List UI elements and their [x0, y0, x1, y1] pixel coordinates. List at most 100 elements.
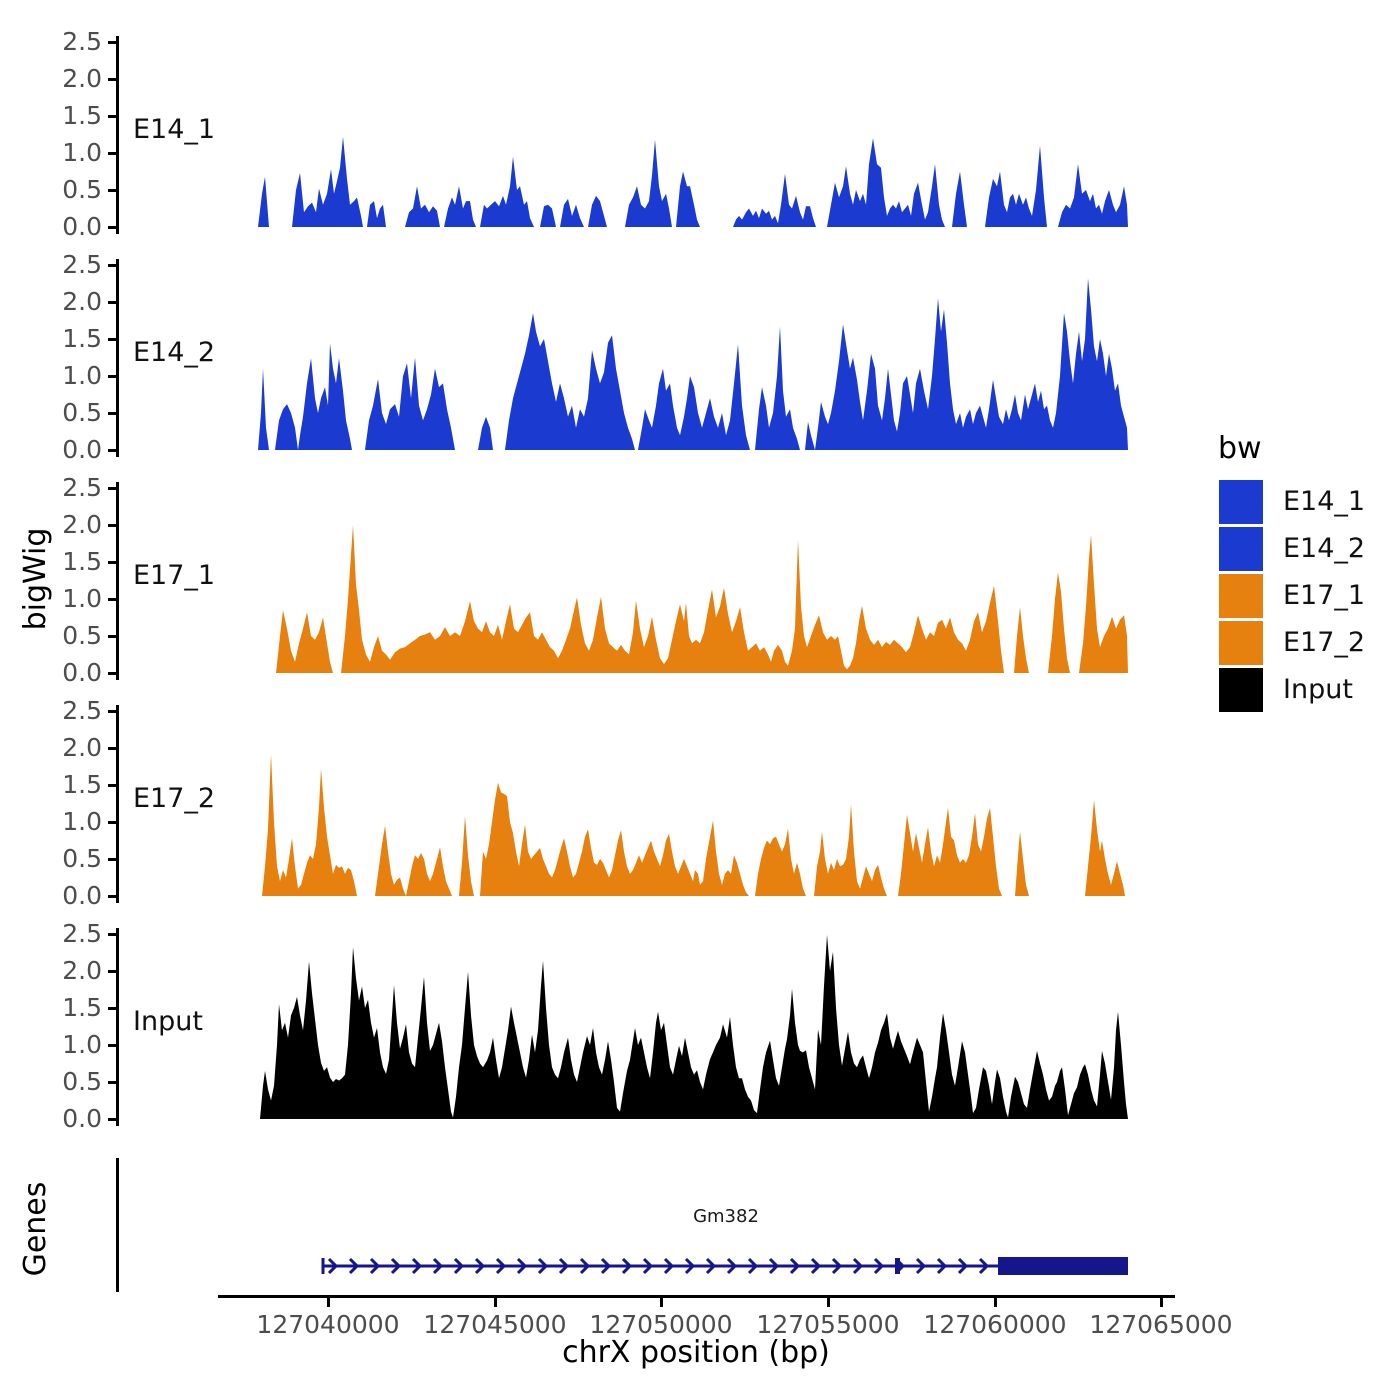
genes-axis-title: Genes	[18, 1181, 53, 1277]
gene-strand-arrow	[663, 1257, 675, 1275]
y-tick-label: 1.0	[62, 584, 102, 613]
coverage-svg-E14_2	[258, 278, 1128, 450]
gene-strand-arrow	[873, 1257, 885, 1275]
gene-strand-arrow	[936, 1257, 948, 1275]
gene-strand-arrow	[852, 1257, 864, 1275]
legend-swatch-E17_1	[1219, 574, 1263, 618]
y-tick-mark	[108, 672, 117, 675]
y-tick-label: 2.0	[62, 956, 102, 985]
gene-name-label: Gm382	[693, 1206, 759, 1227]
gene-strand-arrow	[810, 1257, 822, 1275]
y-tick-label: 1.5	[62, 324, 102, 353]
y-tick-mark	[108, 821, 117, 824]
track-label-E14_1: E14_1	[133, 114, 216, 145]
legend-label-Input: Input	[1283, 674, 1353, 705]
y-tick-mark	[108, 1081, 117, 1084]
gene-thick-exon	[998, 1257, 1128, 1275]
y-tick-label: 2.0	[62, 510, 102, 539]
y-tick-mark	[108, 264, 117, 267]
x-tick-label: 127065000	[1089, 1310, 1233, 1339]
gene-strand-arrow	[642, 1257, 654, 1275]
gene-strand-arrow	[369, 1257, 381, 1275]
y-tick-mark	[108, 301, 117, 304]
legend-swatch-E14_1	[1219, 480, 1263, 524]
y-tick-label: 2.0	[62, 64, 102, 93]
y-tick-mark	[108, 1044, 117, 1047]
track-label-E17_2: E17_2	[133, 783, 216, 814]
legend-label-E14_2: E14_2	[1283, 533, 1366, 564]
y-tick-label: 2.5	[62, 696, 102, 725]
y-tick-label: 0.5	[62, 175, 102, 204]
y-tick-mark	[108, 598, 117, 601]
gene-strand-arrow	[978, 1257, 990, 1275]
x-tick-label: 127055000	[756, 1310, 900, 1339]
y-tick-mark	[108, 375, 117, 378]
y-tick-label: 0.0	[62, 435, 102, 464]
y-tick-mark	[108, 933, 117, 936]
coverage-svg-Input	[260, 934, 1128, 1119]
y-tick-label: 1.0	[62, 1030, 102, 1059]
coverage-area-E17_1	[276, 525, 1128, 673]
y-axis-line-E14_1	[116, 36, 119, 234]
x-tick-label: 127045000	[423, 1310, 567, 1339]
gene-strand-arrow	[747, 1257, 759, 1275]
gene-strand-arrow	[789, 1257, 801, 1275]
x-tick-mark	[1160, 1298, 1163, 1307]
y-tick-label: 1.0	[62, 138, 102, 167]
y-tick-mark	[108, 784, 117, 787]
y-tick-label: 2.5	[62, 473, 102, 502]
legend-swatch-E14_2	[1219, 527, 1263, 571]
y-tick-label: 2.5	[62, 919, 102, 948]
gene-strand-arrow	[579, 1257, 591, 1275]
y-tick-mark	[108, 189, 117, 192]
y-tick-label: 1.5	[62, 101, 102, 130]
gene-strand-arrow	[726, 1257, 738, 1275]
y-axis-line-Input	[116, 928, 119, 1126]
legend-label-E14_1: E14_1	[1283, 486, 1366, 517]
gene-strand-arrow	[516, 1257, 528, 1275]
x-tick-mark	[327, 1298, 330, 1307]
gene-strand-arrow	[831, 1257, 843, 1275]
legend-label-E17_1: E17_1	[1283, 580, 1366, 611]
gene-strand-arrow	[621, 1257, 633, 1275]
legend-label-E17_2: E17_2	[1283, 627, 1366, 658]
gene-strand-arrow	[453, 1257, 465, 1275]
x-tick-label: 127040000	[256, 1310, 400, 1339]
gene-exon-tick	[895, 1258, 900, 1274]
y-tick-mark	[108, 747, 117, 750]
y-tick-mark	[108, 635, 117, 638]
gene-strand-arrow	[600, 1257, 612, 1275]
y-tick-mark	[108, 152, 117, 155]
y-axis-line-E14_2	[116, 259, 119, 457]
y-tick-label: 0.5	[62, 621, 102, 650]
coverage-svg-E14_1	[258, 136, 1128, 227]
x-tick-label: 127050000	[589, 1310, 733, 1339]
y-tick-mark	[108, 412, 117, 415]
y-tick-mark	[108, 561, 117, 564]
gene-strand-arrow	[537, 1257, 549, 1275]
y-tick-mark	[108, 524, 117, 527]
y-tick-mark	[108, 78, 117, 81]
y-tick-mark	[108, 487, 117, 490]
y-axis-line-E17_1	[116, 482, 119, 680]
y-tick-label: 0.0	[62, 658, 102, 687]
y-tick-label: 0.0	[62, 212, 102, 241]
y-tick-mark	[108, 338, 117, 341]
gene-strand-arrow	[495, 1257, 507, 1275]
gene-strand-arrow	[957, 1257, 969, 1275]
x-tick-mark	[660, 1298, 663, 1307]
gene-strand-arrow	[474, 1257, 486, 1275]
x-tick-mark	[494, 1298, 497, 1307]
y-tick-mark	[108, 895, 117, 898]
y-tick-mark	[108, 449, 117, 452]
legend-title: bw	[1218, 431, 1262, 466]
track-label-E14_2: E14_2	[133, 337, 216, 368]
x-tick-mark	[827, 1298, 830, 1307]
y-tick-label: 0.0	[62, 1104, 102, 1133]
y-tick-mark	[108, 226, 117, 229]
legend-swatch-E17_2	[1219, 621, 1263, 665]
y-tick-label: 2.0	[62, 287, 102, 316]
y-tick-mark	[108, 970, 117, 973]
gene-strand-arrow	[768, 1257, 780, 1275]
